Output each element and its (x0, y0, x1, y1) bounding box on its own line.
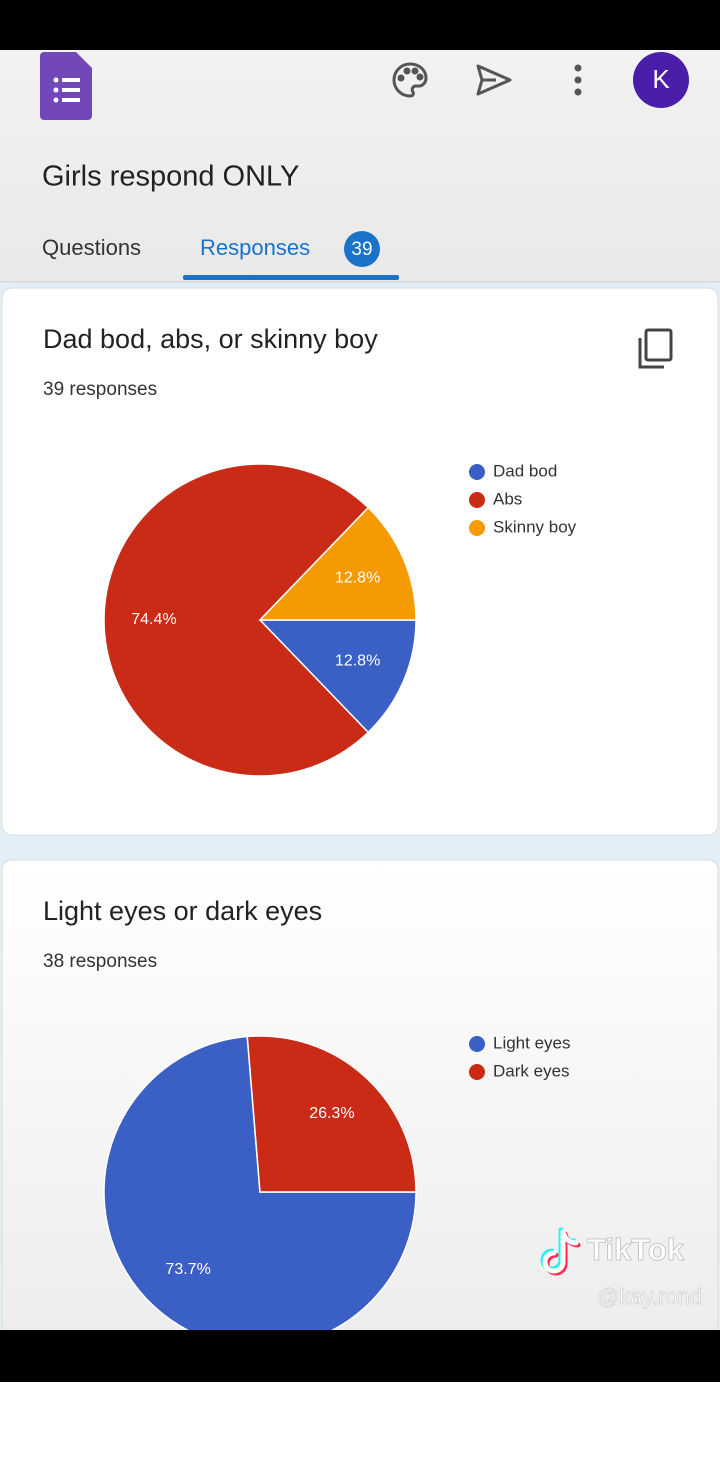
tiktok-logo (540, 1227, 581, 1276)
watermark-brand: TikTok (587, 1232, 685, 1267)
slice-label: 26.3% (309, 1105, 354, 1122)
watermark-handle: @kay.rond (597, 1284, 702, 1309)
legend-swatch (469, 1036, 485, 1052)
send-icon[interactable] (476, 64, 512, 96)
legend-label: Skinny boy (493, 517, 577, 536)
tab-responses[interactable]: Responses (200, 235, 310, 260)
legend-swatch (469, 492, 485, 508)
pie-slice (103, 1035, 417, 1330)
legend-label: Light eyes (493, 1033, 571, 1052)
cards: Dad bod, abs, or skinny boy 39 responses 1… (43, 324, 577, 1330)
pie-slice (258, 506, 417, 621)
slice-label: 12.8% (335, 570, 380, 587)
copy-icon[interactable] (638, 328, 673, 369)
tab-indicator (183, 275, 399, 280)
card-title: Dad bod, abs, or skinny boy (43, 324, 378, 354)
card-subtitle: 38 responses (43, 951, 157, 972)
card-subtitle: 39 responses (43, 379, 157, 400)
avatar[interactable] (633, 52, 689, 108)
tab-questions[interactable]: Questions (42, 235, 141, 260)
status-bar (0, 0, 720, 50)
slice-label: 73.7% (165, 1261, 210, 1278)
pie-slice (246, 1035, 417, 1193)
badge-count: 39 (351, 239, 372, 260)
badge (344, 231, 380, 267)
forms-icon (40, 52, 92, 120)
legend-swatch (469, 1064, 485, 1080)
pie-slice (103, 463, 370, 777)
viewport: K Girls respond ONLY Questions Responses… (0, 50, 720, 1330)
nav-bar (0, 1330, 720, 1382)
legend-swatch (469, 520, 485, 536)
card-title: Light eyes or dark eyes (43, 896, 322, 926)
palette-icon[interactable] (392, 62, 428, 98)
legend-label: Abs (493, 489, 522, 508)
more-icon[interactable] (574, 64, 582, 96)
legend-label: Dad bod (493, 461, 557, 480)
slice-label: 74.4% (131, 611, 176, 628)
form-title: Girls respond ONLY (42, 161, 299, 193)
slice-label: 12.8% (335, 653, 380, 670)
legend-label: Dark eyes (493, 1061, 570, 1080)
avatar-letter: K (652, 64, 670, 94)
legend-swatch (469, 464, 485, 480)
pie-slice (258, 619, 417, 734)
